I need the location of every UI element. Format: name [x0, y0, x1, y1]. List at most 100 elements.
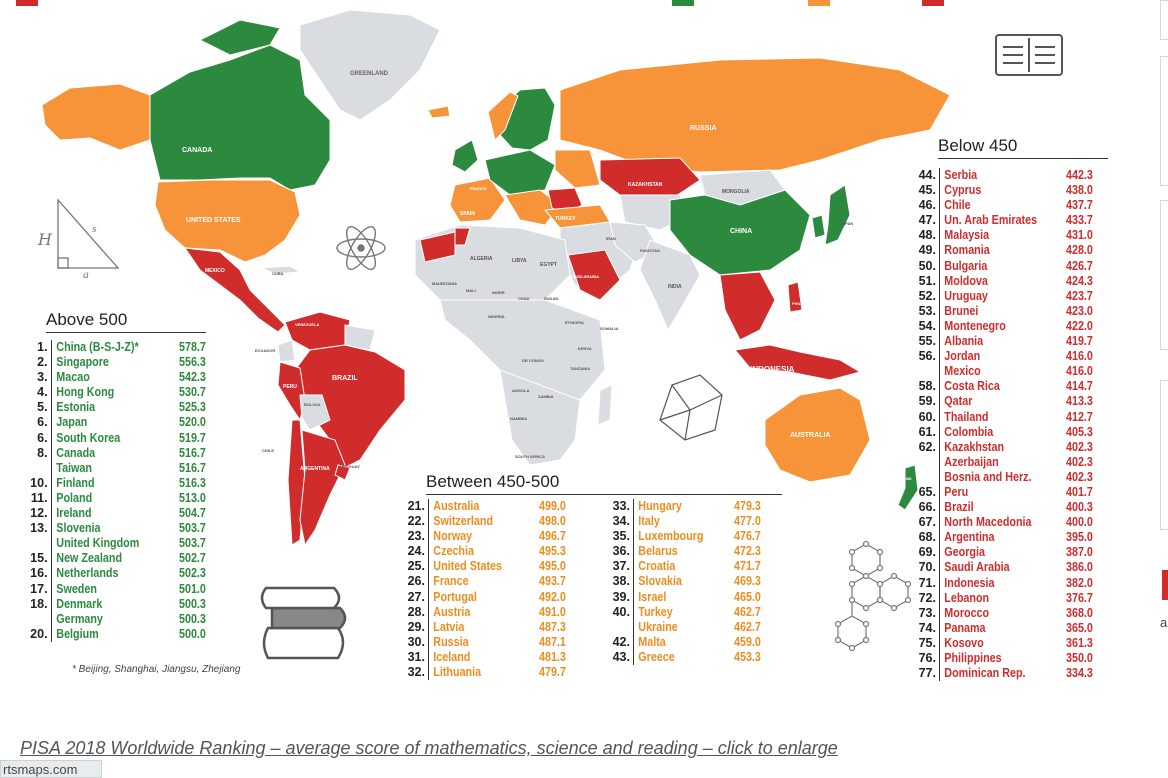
label-mexico: MEXICO [205, 268, 225, 274]
region-norway [487, 91, 519, 141]
country-name: Morocco [944, 605, 990, 620]
country-name: Albania [944, 334, 984, 349]
country-score: 428.0 [1066, 243, 1093, 258]
country-score: 365.0 [1066, 620, 1093, 635]
ranking-row: 49. Romania 428.0 [916, 243, 1112, 259]
sidebar-red-accent [1162, 570, 1168, 600]
region-cuba [261, 265, 302, 275]
region-canada [149, 44, 331, 191]
country-score: 442.3 [1066, 168, 1093, 182]
ranking-row: 75. Kosovo 361.3 [916, 635, 1112, 651]
rank-number: 42. [610, 634, 634, 650]
rank-number [28, 536, 52, 552]
ranking-row: 43. Greece 453.3 [610, 649, 780, 666]
country-name: Malaysia [944, 228, 990, 243]
rank-number [28, 460, 52, 476]
region-iceland [427, 105, 451, 119]
country-name: China (B-S-J-Z)* [55, 340, 139, 354]
country-score: 500.0 [178, 626, 206, 641]
ranking-row: 73. Morocco 368.0 [916, 605, 1112, 621]
label-tanzania: TANZANIA [570, 366, 590, 371]
region-canada-islands [198, 19, 281, 56]
polyhedron-icon [659, 374, 723, 441]
rank-number: 71. [916, 575, 940, 591]
country-name: Australia [433, 499, 480, 513]
rank-number: 4. [28, 385, 52, 401]
rank-number: 70. [916, 560, 940, 576]
rank-number: 28. [405, 604, 429, 620]
ranking-row: Mexico 416.0 [916, 364, 1112, 380]
rank-number: 68. [916, 530, 940, 546]
country-name: Slovakia [638, 574, 682, 589]
ranking-row: 6. Japan 520.0 [28, 415, 218, 431]
country-name: France [433, 574, 469, 589]
country-score: 405.3 [1066, 424, 1093, 439]
country-name: Belgium [55, 626, 99, 641]
country-score: 513.0 [178, 490, 206, 505]
country-name: Cyprus [944, 183, 982, 198]
country-score: 542.3 [178, 370, 206, 385]
country-score: 503.7 [178, 521, 206, 536]
rank-number: 53. [916, 303, 940, 319]
world-map: CANADA UNITED STATES RUSSIA CHINA KAZAKH… [37, 9, 1063, 660]
ranking-row: 74. Panama 365.0 [916, 620, 1112, 636]
ranking-row: 47. Un. Arab Emirates 433.7 [916, 213, 1112, 229]
rank-number: 54. [916, 318, 940, 335]
map-image-link[interactable]: CANADA UNITED STATES RUSSIA CHINA KAZAKH… [0, 0, 1158, 700]
country-score: 498.0 [539, 514, 566, 529]
country-name: Switzerland [433, 514, 494, 529]
country-name: Sweden [55, 581, 97, 596]
label-china: CHINA [730, 228, 752, 235]
ranking-row: 16. Netherlands 502.3 [28, 566, 218, 582]
region-uruguay [334, 464, 351, 481]
ranking-row: Ukraine 462.7 [610, 619, 780, 635]
triangle-icon: H s a [37, 198, 120, 281]
country-score: 476.7 [734, 529, 761, 544]
ranking-row: 67. North Macedonia 400.0 [916, 515, 1112, 531]
rank-number: 22. [405, 514, 429, 530]
rank-number: 44. [916, 168, 940, 184]
rank-number: 72. [916, 590, 940, 606]
country-score: 412.7 [1066, 409, 1093, 424]
country-name: Mexico [944, 364, 981, 379]
label-usa: UNITED STATES [186, 217, 241, 224]
country-name: Croatia [638, 559, 676, 574]
rank-number: 69. [916, 545, 940, 561]
rank-number: 48. [916, 228, 940, 244]
country-name: Turkey [638, 604, 673, 619]
label-spain: SPAIN [460, 211, 475, 217]
ranking-row: 58. Costa Rica 414.7 [916, 379, 1112, 395]
ranking-row: 10. Finland 516.3 [28, 475, 218, 491]
ranking-row: 40. Turkey 462.7 [610, 604, 780, 620]
rank-number: 76. [916, 651, 940, 667]
rank-number: 59. [916, 394, 940, 410]
region-japan [824, 184, 851, 246]
image-caption-link[interactable]: PISA 2018 Worldwide Ranking – average sc… [20, 738, 838, 758]
country-name: Denmark [55, 596, 102, 611]
ranking-row: 56. Jordan 416.0 [916, 349, 1112, 365]
country-score: 382.0 [1066, 575, 1093, 590]
label-peru: PERU [283, 384, 297, 390]
region-kazakhstan [599, 157, 701, 201]
rank-number: 1. [28, 340, 52, 356]
label-russia: RUSSIA [690, 125, 716, 132]
region-china [669, 189, 811, 276]
rank-number: 24. [405, 544, 429, 560]
rank-number: 52. [916, 288, 940, 304]
ranking-row: 54. Montenegro 422.0 [916, 318, 1112, 335]
triangle-label-a: a [83, 270, 89, 281]
label-mali: MALI [466, 288, 476, 293]
sidebar-box [1160, 200, 1168, 350]
country-score: 416.0 [1066, 364, 1093, 379]
label-libya: LIBYA [512, 258, 527, 264]
between-table-col2: 33. Hungary 479.3 34. Italy 477.0 35. Luxembour… [610, 499, 780, 666]
ranking-row: 71. Indonesia 382.0 [916, 575, 1112, 591]
country-name: Thailand [944, 409, 989, 424]
legend-swatch-red-2 [922, 0, 944, 6]
ranking-row: 25. United States 495.0 [405, 559, 585, 575]
ranking-row: 51. Moldova 424.3 [916, 273, 1112, 289]
rank-number: 3. [28, 370, 52, 386]
country-name: Malta [638, 634, 666, 649]
ranking-row: 26. France 493.7 [405, 574, 585, 590]
ranking-row: 69. Georgia 387.0 [916, 545, 1112, 561]
